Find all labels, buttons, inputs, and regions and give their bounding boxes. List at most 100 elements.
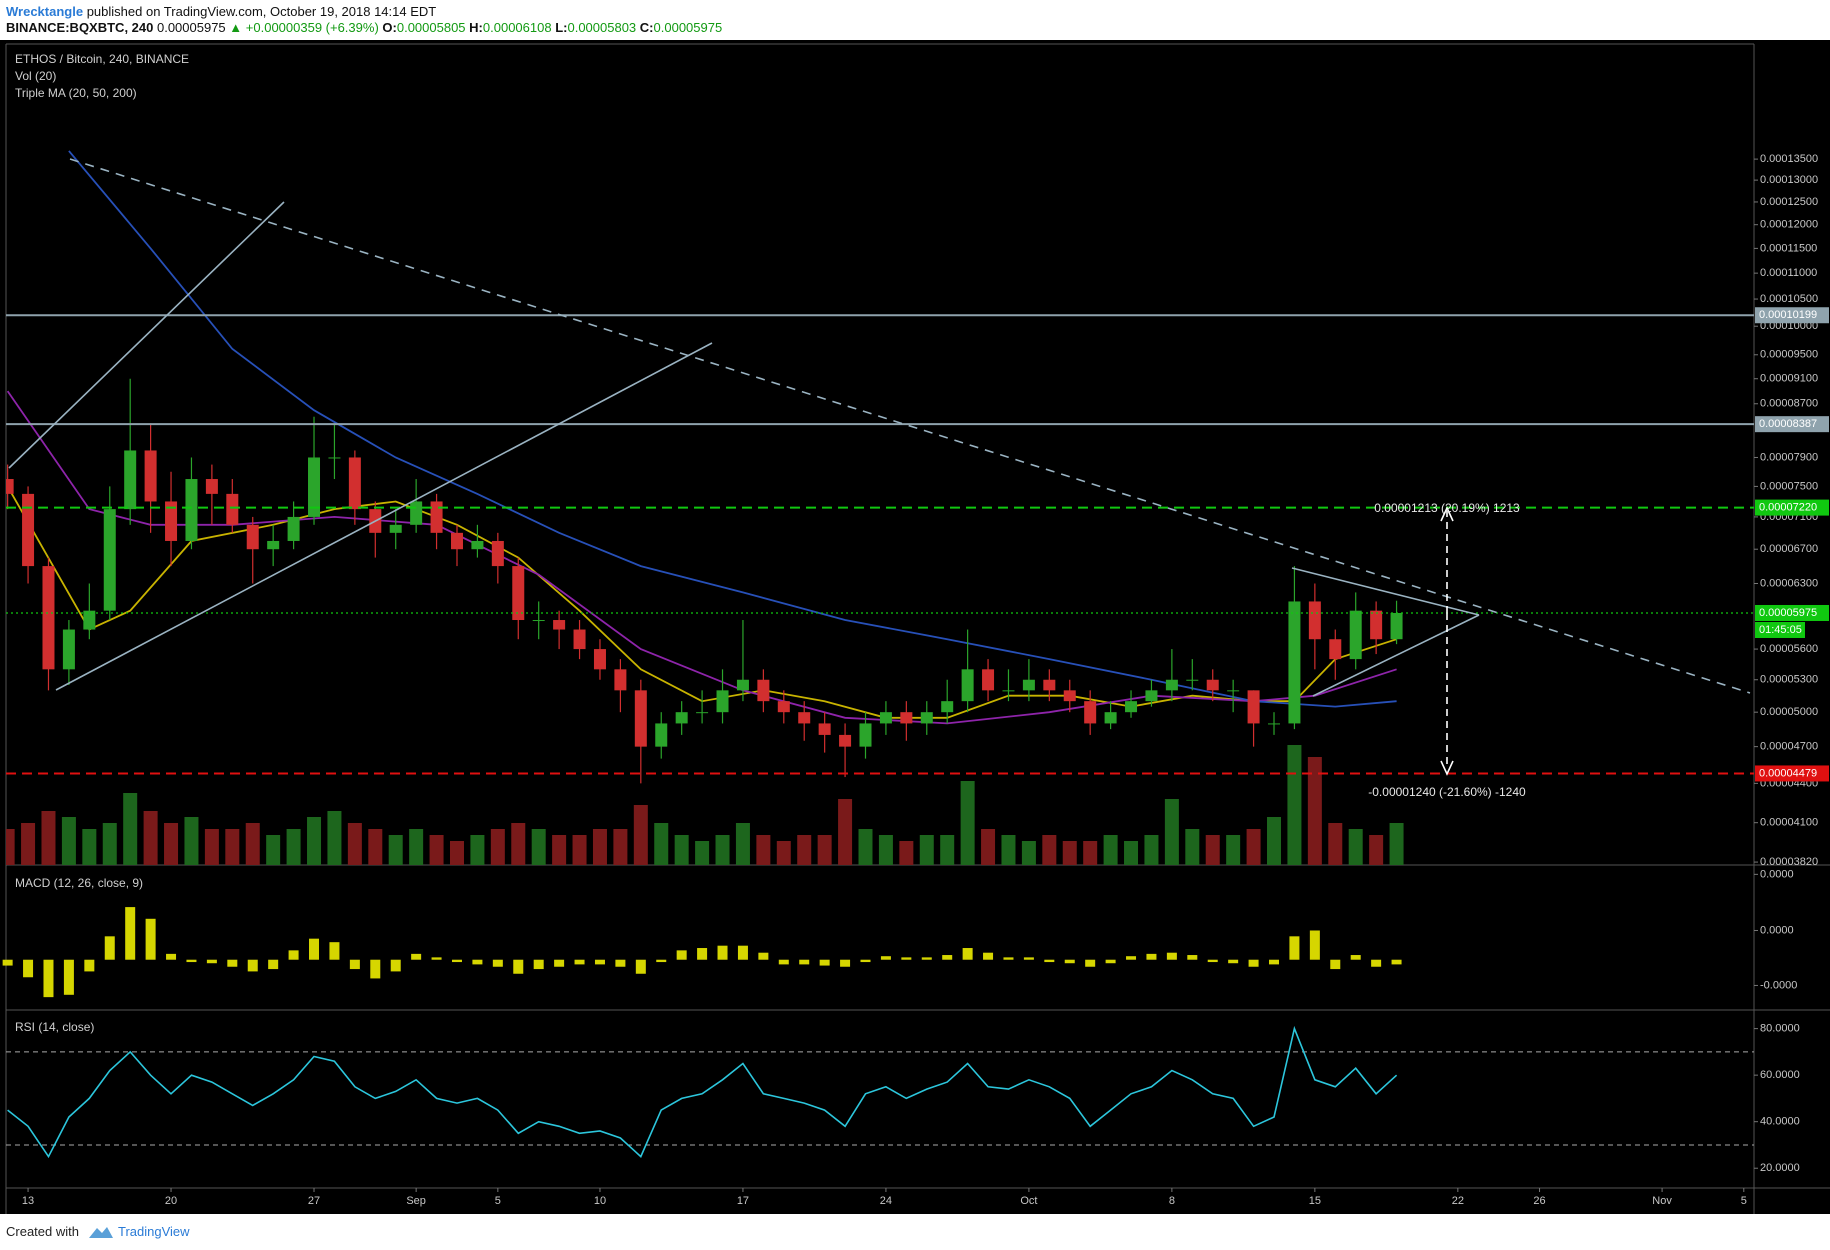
y-tick-label: 0.0000 bbox=[1760, 868, 1794, 880]
y-tick-label: 0.00003820 bbox=[1760, 856, 1818, 868]
volume-bar bbox=[1287, 745, 1302, 865]
macd-bar bbox=[860, 959, 871, 963]
macd-bar bbox=[901, 957, 912, 960]
candle-body bbox=[900, 712, 913, 724]
candle-body bbox=[675, 712, 688, 724]
measure-label: -0.00001240 (-21.60%) -1240 bbox=[1368, 785, 1526, 799]
y-tick-label: 0.00012500 bbox=[1760, 196, 1818, 208]
volume-bar bbox=[429, 835, 444, 865]
volume-bar bbox=[1164, 799, 1179, 865]
macd-bar bbox=[554, 959, 565, 967]
volume-bar bbox=[838, 799, 853, 865]
candle-body bbox=[430, 501, 443, 533]
volume-bar bbox=[756, 835, 771, 865]
volume-bar bbox=[164, 823, 179, 865]
l-label: L: bbox=[555, 20, 568, 35]
candle-body bbox=[655, 723, 668, 747]
chart-background bbox=[0, 40, 1830, 1214]
y-tick-label: 0.0000 bbox=[1760, 924, 1794, 936]
x-tick-label: Nov bbox=[1652, 1195, 1672, 1207]
volume-bar bbox=[347, 823, 362, 865]
macd-bar bbox=[533, 959, 544, 970]
macd-bar bbox=[840, 959, 851, 967]
y-tick-label: 0.00007900 bbox=[1760, 451, 1818, 463]
candle-body bbox=[144, 450, 157, 502]
macd-bar bbox=[880, 956, 891, 960]
drawings bbox=[8, 158, 1751, 776]
volume-bar bbox=[552, 835, 567, 865]
candle-body bbox=[798, 712, 811, 724]
x-tick-label: Oct bbox=[1020, 1195, 1037, 1207]
candle-body bbox=[348, 457, 361, 510]
candle-body bbox=[716, 690, 729, 713]
candle-body bbox=[1063, 690, 1076, 702]
o-value: 0.00005805 bbox=[396, 20, 466, 35]
y-tick-label: 0.00004700 bbox=[1760, 741, 1818, 753]
macd-bar bbox=[472, 959, 483, 965]
candle-body bbox=[1247, 690, 1260, 724]
x-tick-label: 17 bbox=[737, 1195, 749, 1207]
candle-body bbox=[1370, 610, 1383, 640]
x-tick-label: 15 bbox=[1309, 1195, 1321, 1207]
macd-title: MACD (12, 26, close, 9) bbox=[15, 876, 143, 890]
macd-bar bbox=[1207, 959, 1218, 963]
author[interactable]: Wrecktangle bbox=[6, 4, 84, 19]
price-level-box bbox=[1755, 307, 1829, 324]
macd-bar bbox=[758, 952, 769, 960]
y-tick-label: 0.00005600 bbox=[1760, 643, 1818, 655]
volume-bar bbox=[1246, 829, 1261, 865]
y-tick-label: 0.00012000 bbox=[1760, 219, 1818, 231]
candle-body bbox=[736, 679, 749, 691]
volume-bar bbox=[1144, 835, 1159, 865]
candle-body bbox=[328, 457, 341, 459]
h-value: 0.00006108 bbox=[482, 20, 552, 35]
volume-bar bbox=[368, 829, 383, 865]
brand[interactable]: TradingView bbox=[118, 1224, 190, 1239]
macd-bar bbox=[942, 955, 953, 960]
candle-body bbox=[1002, 690, 1015, 692]
volume-bar bbox=[919, 835, 934, 865]
volume-bar bbox=[225, 829, 240, 865]
x-tick-label: Sep bbox=[406, 1195, 426, 1207]
macd-bar bbox=[43, 959, 54, 998]
macd-bar bbox=[1330, 959, 1341, 970]
candle-body bbox=[308, 457, 321, 517]
macd-bar bbox=[268, 959, 279, 970]
macd-bar bbox=[615, 959, 626, 967]
macd-bar bbox=[962, 948, 973, 960]
rsi-title: RSI (14, close) bbox=[15, 1020, 94, 1034]
y-tick-label: 40.0000 bbox=[1760, 1116, 1800, 1128]
y-tick-label: 60.0000 bbox=[1760, 1069, 1800, 1081]
macd-bar bbox=[819, 959, 830, 966]
x-tick-label: 26 bbox=[1533, 1195, 1545, 1207]
y-tick-label: 0.00010500 bbox=[1760, 293, 1818, 305]
macd-bar bbox=[635, 959, 646, 974]
volume-bar bbox=[776, 841, 791, 865]
macd-bar bbox=[23, 959, 34, 978]
y-tick-label: 0.00013000 bbox=[1760, 174, 1818, 186]
volume-bar bbox=[572, 835, 587, 865]
candle-body bbox=[1043, 679, 1056, 691]
volume-bar bbox=[817, 835, 832, 865]
header-line: Wrecktangle published on TradingView.com… bbox=[6, 4, 436, 19]
volume-bar bbox=[654, 823, 669, 865]
macd-bar bbox=[84, 959, 95, 972]
volume-bar bbox=[245, 823, 260, 865]
volume-bar bbox=[1389, 823, 1404, 865]
volume-bar bbox=[184, 817, 199, 865]
volume-bar bbox=[1267, 817, 1282, 865]
y-tick-label: 0.00013500 bbox=[1760, 153, 1818, 165]
candle-body bbox=[634, 690, 647, 747]
macd-bar bbox=[1003, 957, 1014, 960]
candle-body bbox=[1288, 601, 1301, 724]
candle-body bbox=[1206, 679, 1219, 691]
arrow-head bbox=[1440, 506, 1454, 522]
volume-bar bbox=[1185, 829, 1200, 865]
last: 0.00005975 bbox=[156, 20, 226, 35]
macd-bar bbox=[656, 959, 667, 963]
x-tick-label: 20 bbox=[165, 1195, 177, 1207]
candle-body bbox=[941, 701, 954, 713]
macd-bar bbox=[737, 945, 748, 960]
candle-body bbox=[246, 524, 259, 550]
volume-bar bbox=[1205, 835, 1220, 865]
